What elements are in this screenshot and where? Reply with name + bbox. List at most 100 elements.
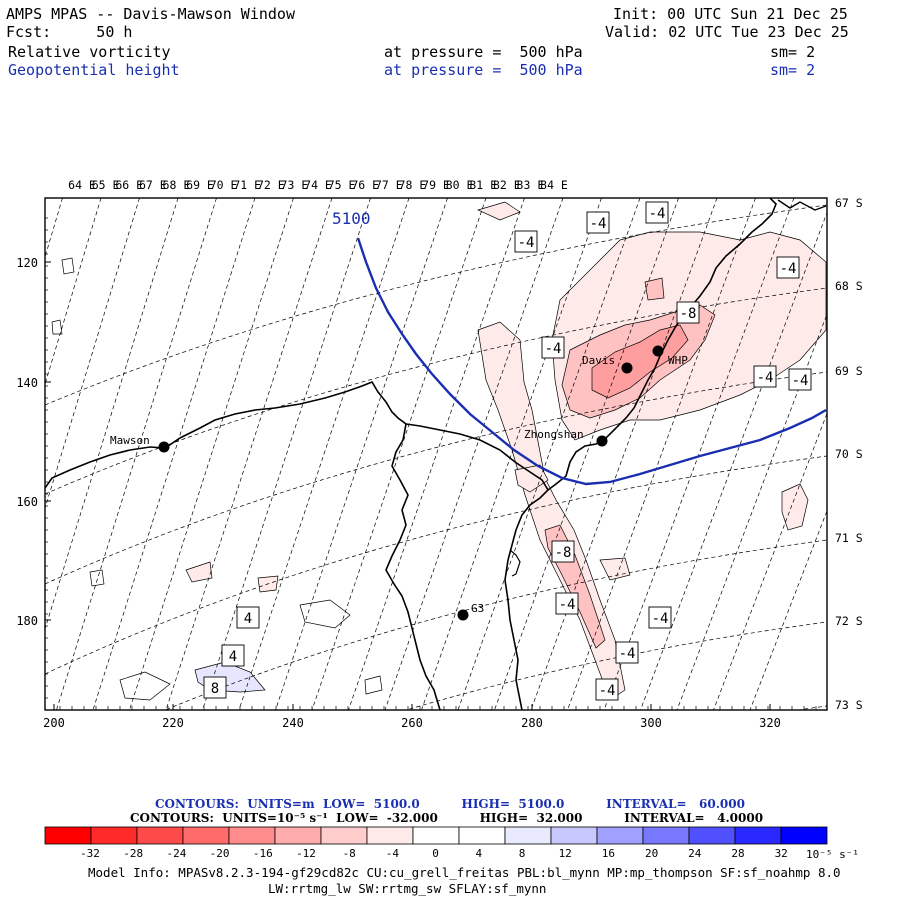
- longitude-label: 71 E: [233, 178, 261, 192]
- vort-contour: [364, 675, 383, 695]
- vorticity-label: 4: [244, 611, 252, 627]
- vort-contour: [119, 671, 171, 701]
- vort-contour: [89, 569, 105, 587]
- meridian-line: [129, 198, 294, 710]
- meridian-line: [311, 198, 487, 710]
- parallel-line: [45, 371, 827, 585]
- color-bar-tick: -4: [386, 847, 400, 860]
- station-marker-zhongshan: [596, 435, 608, 447]
- plot-title: AMPS MPAS -- Davis-Mawson Window: [6, 5, 295, 23]
- latitude-label: 70 S: [835, 447, 863, 461]
- vort-contour: [51, 319, 63, 335]
- station-marker-whp: [652, 345, 664, 357]
- meridian-line: [45, 198, 63, 259]
- vorticity-label-box: [221, 644, 245, 667]
- station-marker-davis: [621, 362, 633, 374]
- color-bar-tick: -32: [80, 847, 100, 860]
- meridian-line: [713, 412, 827, 710]
- meridian-line: [238, 198, 410, 710]
- longitude-label: 76 E: [351, 178, 379, 192]
- color-bar-tick: 16: [602, 847, 615, 860]
- model-info-line1: Model Info: MPASv8.2.3-194-gf29cd82c CU:…: [88, 865, 841, 880]
- map-frame: [44, 197, 828, 711]
- field1-smoothing: sm= 2: [770, 43, 816, 61]
- vorticity-label-box: [753, 365, 777, 388]
- station-marker-mawson: [158, 441, 170, 453]
- init-time: Init: 00 UTC Sun 21 Dec 25: [613, 5, 848, 23]
- vorticity-label: 8: [211, 681, 219, 697]
- meridian-line: [676, 313, 827, 710]
- longitude-label: 73 E: [281, 178, 309, 192]
- meridian-line: [45, 198, 140, 510]
- station-label-mawson: Mawson: [110, 434, 150, 447]
- color-bar-tick: 12: [559, 847, 572, 860]
- longitude-label: 66 E: [115, 178, 143, 192]
- vorticity-label: -4: [545, 341, 562, 357]
- meridian-line: [348, 198, 525, 710]
- vorticity-label-box: [551, 540, 575, 563]
- longitude-label: 64 E: [68, 178, 96, 192]
- color-bar-tick: 20: [645, 847, 658, 860]
- meridian-line: [202, 198, 371, 710]
- color-bar: [44, 826, 828, 845]
- vort-contour: [299, 599, 351, 629]
- color-bar-tick: 8: [519, 847, 526, 860]
- station-label-davis: Davis: [582, 354, 615, 367]
- coastline-path: [547, 198, 777, 491]
- longitude-label: 83 E: [517, 178, 545, 192]
- meridian-line: [603, 198, 795, 710]
- color-bar-swatch: [44, 826, 92, 845]
- meridian-line: [0, 198, 24, 710]
- longitude-label: 82 E: [493, 178, 521, 192]
- coastline-path: [405, 423, 550, 710]
- vorticity-label: -4: [649, 206, 666, 222]
- left-tick-label: 160: [16, 495, 38, 509]
- latitude-label: 67 S: [835, 196, 863, 210]
- bottom-tick-label: 280: [521, 716, 543, 730]
- bottom-tick-label: 220: [162, 716, 184, 730]
- longitude-label: 68 E: [163, 178, 191, 192]
- station-marker-g3: [457, 609, 469, 621]
- longitude-label: 70 E: [210, 178, 238, 192]
- latitude-label: 71 S: [835, 531, 863, 545]
- vorticity-label: -4: [599, 683, 616, 699]
- color-bar-swatch: [780, 826, 828, 845]
- left-tick-label: 120: [16, 256, 38, 270]
- bottom-tick-label: 300: [640, 716, 662, 730]
- vorticity-label: -4: [518, 235, 535, 251]
- color-bar-swatch: [458, 826, 506, 845]
- height-contour-label: 5100: [332, 209, 371, 228]
- vort-region: [781, 483, 809, 531]
- right-latitude-labels: 67 S 68 S 69 S 70 S 71 S 72 S 73 S: [835, 196, 863, 712]
- vorticity-label-box: [615, 641, 639, 664]
- bottom-tick-label: 320: [759, 716, 781, 730]
- color-bar-tick: -24: [166, 847, 186, 860]
- parallel-line: [45, 455, 827, 675]
- longitude-label: 84 E: [540, 178, 568, 192]
- coastline-path: [509, 549, 521, 577]
- vort-region: [644, 277, 665, 301]
- vorticity-label-box: [648, 606, 672, 629]
- latitude-label: 68 S: [835, 279, 863, 293]
- stations: Mawson Davis WHP Zhongshan G3: [110, 345, 688, 621]
- vorticity-label-box: [236, 606, 260, 629]
- meridian-line: [56, 198, 217, 710]
- longitude-label: 77 E: [375, 178, 403, 192]
- latitude-label: 73 S: [835, 698, 863, 712]
- vorticity-label-box: [645, 201, 669, 224]
- station-label-g3: G3: [471, 602, 484, 615]
- field2-pressure: at pressure = 500 hPa: [384, 61, 583, 79]
- vort-region: [185, 561, 213, 583]
- vorticity-contour-info: CONTOURS: UNITS=10⁻⁵ s⁻¹ LOW= -32.000 HI…: [130, 811, 764, 825]
- vorticity-label: -4: [780, 261, 797, 277]
- vort-region: [477, 201, 521, 221]
- color-bar-swatch: [136, 826, 184, 845]
- vorticity-label-box: [203, 676, 227, 699]
- meridian-line: [275, 198, 448, 710]
- latitude-label: 69 S: [835, 364, 863, 378]
- parallel-line: [45, 204, 827, 406]
- longitude-label: 65 E: [92, 178, 120, 192]
- latitude-label: 72 S: [835, 614, 863, 628]
- vorticity-label: -4: [590, 216, 607, 232]
